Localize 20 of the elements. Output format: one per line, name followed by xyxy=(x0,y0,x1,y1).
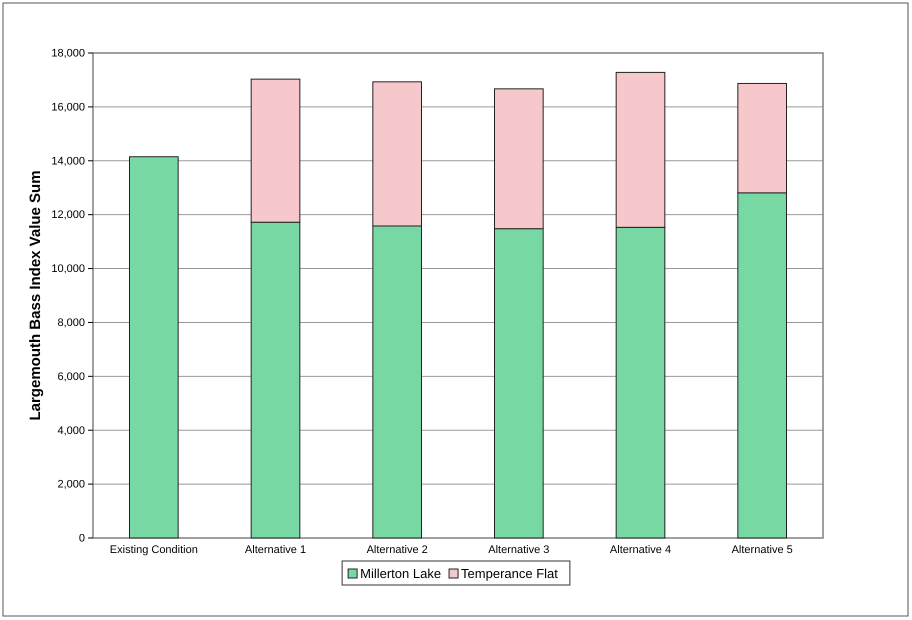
y-tick-label: 8,000 xyxy=(57,316,85,329)
x-tick-label: Alternative 1 xyxy=(244,544,306,556)
legend-label: Millerton Lake xyxy=(360,566,442,581)
bar xyxy=(129,156,179,538)
y-tick-label: 2,000 xyxy=(57,478,85,491)
y-tick-label: 18,000 xyxy=(51,48,85,60)
y-tick-label: 12,000 xyxy=(51,209,85,222)
y-tick-label: 0 xyxy=(78,532,85,545)
legend-label: Temperance Flat xyxy=(461,566,558,581)
x-tick-label: Alternative 2 xyxy=(366,544,428,556)
y-axis-title: Largemouth Bass Index Value Sum xyxy=(27,170,44,421)
y-tick-label: 4,000 xyxy=(57,424,85,437)
y-tick-label: 14,000 xyxy=(51,155,85,168)
x-tick-label: Alternative 5 xyxy=(732,544,793,556)
x-tick-label: Alternative 3 xyxy=(488,544,550,556)
y-tick-label: 16,000 xyxy=(51,101,85,114)
y-tick-label: 10,000 xyxy=(51,263,85,276)
x-tick-label: Alternative 4 xyxy=(610,544,672,556)
y-tick-label: 6,000 xyxy=(57,370,85,383)
x-tick-label: Existing Condition xyxy=(110,544,198,556)
